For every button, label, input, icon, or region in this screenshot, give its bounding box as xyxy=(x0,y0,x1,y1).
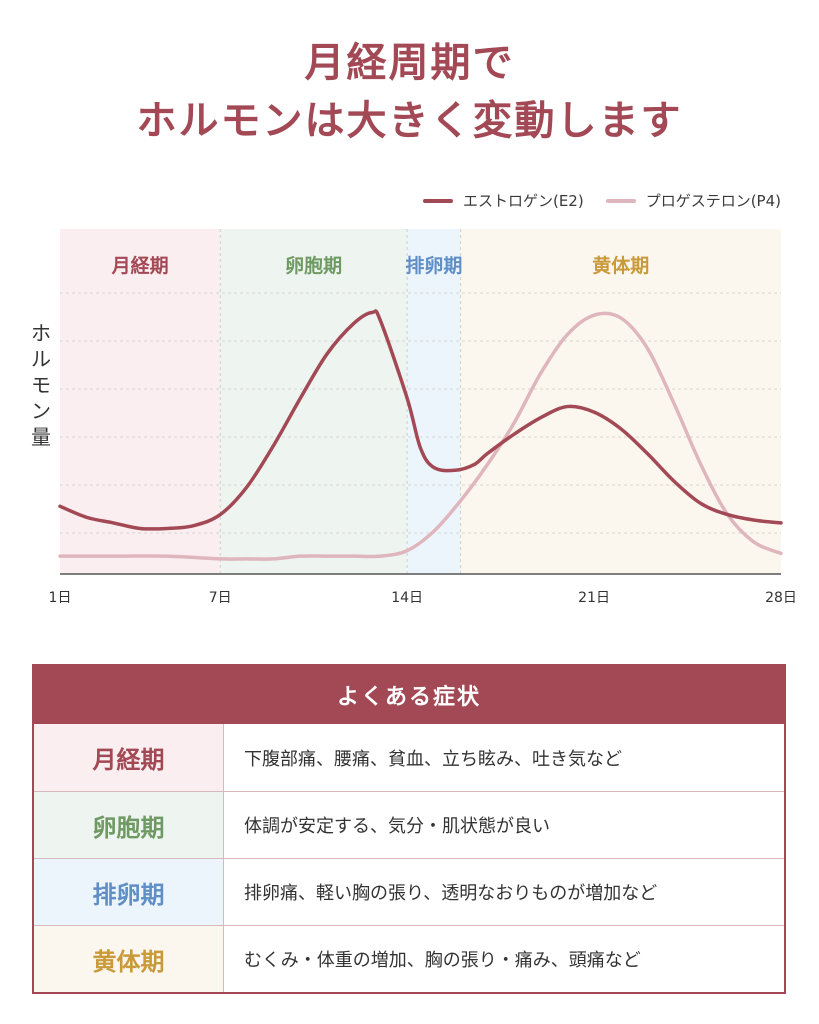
legend-swatch-estrogen xyxy=(422,198,453,203)
phase-label: 月経期 xyxy=(111,254,169,277)
x-tick-label: 21日 xyxy=(578,590,610,606)
progesterone-series-line xyxy=(58,311,783,561)
symptoms-table-title: よくある症状 xyxy=(34,666,784,724)
y-axis-label-char: モ xyxy=(31,373,51,397)
x-tick-label: 1日 xyxy=(49,590,72,606)
phase-band xyxy=(220,229,408,574)
estrogen-series-line xyxy=(58,309,783,531)
table-row: 排卵期 排卵痛、軽い胸の張り、透明なおりものが増加など xyxy=(34,858,784,925)
x-tick-label: 7日 xyxy=(209,590,232,606)
phase-label: 卵胞期 xyxy=(285,254,342,277)
y-axis-label-char: ン xyxy=(31,399,51,423)
y-axis-label-char: ホ xyxy=(31,321,51,345)
row-phase-label: 黄体期 xyxy=(34,926,224,992)
x-tick-label: 28日 xyxy=(765,590,797,606)
legend-label-estrogen: エストロゲン(E2) xyxy=(462,192,584,210)
legend-item-estrogen: エストロゲン(E2) xyxy=(422,190,584,211)
chart-legend: エストロゲン(E2) プロゲステロン(P4) xyxy=(401,190,781,211)
phase-band xyxy=(60,229,221,574)
row-symptom-text: 排卵痛、軽い胸の張り、透明なおりものが増加など xyxy=(224,859,784,925)
row-phase-label: 排卵期 xyxy=(34,859,224,925)
phase-label: 排卵期 xyxy=(405,254,462,277)
table-row: 黄体期 むくみ・体重の増加、胸の張り・痛み、頭痛など xyxy=(34,925,784,992)
y-axis-label-char: ル xyxy=(31,347,51,371)
y-axis-label-char: 量 xyxy=(31,425,51,449)
legend-swatch-progesterone xyxy=(605,198,636,203)
row-symptom-text: むくみ・体重の増加、胸の張り・痛み、頭痛など xyxy=(224,926,784,992)
row-phase-label: 月経期 xyxy=(34,724,224,791)
y-axis-label: ホルモン量 xyxy=(28,320,54,450)
phase-label: 黄体期 xyxy=(592,254,649,277)
legend-item-progesterone: プロゲステロン(P4) xyxy=(605,190,781,211)
legend-label-progesterone: プロゲステロン(P4) xyxy=(645,192,781,210)
table-row: 卵胞期 体調が安定する、気分・肌状態が良い xyxy=(34,791,784,858)
row-phase-label: 卵胞期 xyxy=(34,792,224,858)
symptoms-table: よくある症状 月経期 下腹部痛、腰痛、貧血、立ち眩み、吐き気など 卵胞期 体調が… xyxy=(32,664,786,994)
symptoms-table-body: 月経期 下腹部痛、腰痛、貧血、立ち眩み、吐き気など 卵胞期 体調が安定する、気分… xyxy=(34,724,784,992)
row-symptom-text: 体調が安定する、気分・肌状態が良い xyxy=(224,792,784,858)
table-row: 月経期 下腹部痛、腰痛、貧血、立ち眩み、吐き気など xyxy=(34,724,784,791)
row-symptom-text: 下腹部痛、腰痛、貧血、立ち眩み、吐き気など xyxy=(224,724,784,791)
phase-band xyxy=(407,229,461,574)
title-line-1: 月経周期で xyxy=(304,40,515,86)
x-tick-label: 14日 xyxy=(391,590,423,606)
title-line-2: ホルモンは大きく変動します xyxy=(136,98,683,144)
hormone-line-chart: 月経期 卵胞期 排卵期 黄体期 1日 7日 14日 21日 28日 xyxy=(49,229,797,606)
